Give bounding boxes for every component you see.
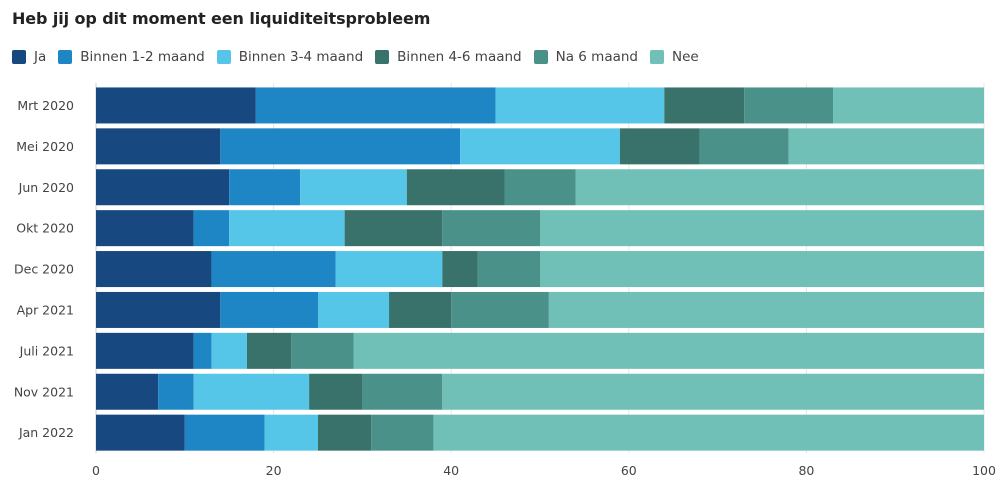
bar-segment[interactable] — [344, 210, 443, 247]
bar-segment[interactable] — [353, 332, 984, 369]
legend-label: Ja — [34, 49, 47, 65]
x-tick-label: 0 — [92, 463, 100, 478]
bar-segment[interactable] — [389, 291, 452, 328]
bar-segment[interactable] — [335, 251, 443, 288]
bar-segment[interactable] — [211, 251, 336, 288]
bar-segment[interactable] — [264, 414, 318, 451]
bar-segment[interactable] — [433, 414, 984, 451]
legend-item[interactable]: Nee — [650, 49, 699, 65]
y-category-label: Mei 2020 — [16, 139, 74, 154]
legend-label: Binnen 3-4 maand — [238, 49, 364, 65]
bar-segment[interactable] — [96, 169, 230, 206]
x-tick-label: 40 — [443, 463, 459, 478]
bar-segment[interactable] — [442, 251, 478, 288]
legend-swatch — [58, 50, 73, 64]
bar-segment[interactable] — [619, 128, 700, 165]
bar-segment[interactable] — [451, 291, 549, 328]
bar-segment[interactable] — [442, 373, 984, 410]
bar-segment[interactable] — [504, 169, 576, 206]
bar-segment[interactable] — [575, 169, 984, 206]
bar-segment[interactable] — [406, 169, 505, 206]
bar-segment[interactable] — [96, 251, 212, 288]
legend-swatch — [12, 50, 26, 64]
bar-segment[interactable] — [477, 251, 540, 288]
y-category-label: Nov 2021 — [14, 384, 74, 399]
y-category-label: Okt 2020 — [16, 221, 74, 236]
bar-segment[interactable] — [318, 291, 390, 328]
legend-item[interactable]: Ja — [12, 49, 46, 65]
bar-segment[interactable] — [220, 291, 318, 328]
legend: Ja Binnen 1-2 maand Binnen 3-4 maand Binnen… — [12, 49, 711, 65]
bar-segment[interactable] — [193, 332, 212, 369]
bar-segment[interactable] — [220, 128, 461, 165]
x-tick-label: 60 — [621, 463, 637, 478]
bar-segment[interactable] — [96, 332, 194, 369]
legend-item[interactable]: Binnen 3-4 maand — [216, 49, 364, 65]
bar-segment[interactable] — [309, 373, 363, 410]
y-category-label: Dec 2020 — [14, 262, 74, 277]
bar-segment[interactable] — [300, 169, 407, 206]
bar-segment[interactable] — [699, 128, 789, 165]
bar-segment[interactable] — [96, 128, 221, 165]
bar-segment[interactable] — [460, 128, 620, 165]
legend-label: Binnen 1-2 maand — [80, 49, 205, 65]
legend-label: Na 6 maand — [555, 49, 638, 65]
bar-segment[interactable] — [96, 291, 221, 328]
bar-segment[interactable] — [664, 87, 745, 124]
chart-title: Heb jij op dit moment een liquiditeitspr… — [12, 9, 431, 28]
y-category-label: Mrt 2020 — [17, 98, 74, 113]
x-tick-label: 80 — [798, 463, 814, 478]
y-category-label: Apr 2021 — [17, 302, 74, 317]
bar-segment[interactable] — [96, 210, 194, 247]
legend-swatch — [650, 50, 664, 64]
bar-segment[interactable] — [371, 414, 434, 451]
legend-swatch — [533, 50, 548, 64]
legend-item[interactable]: Binnen 1-2 maand — [58, 49, 205, 65]
bar-segment[interactable] — [318, 414, 372, 451]
bar-segment[interactable] — [291, 332, 354, 369]
bar-segment[interactable] — [362, 373, 443, 410]
bar-segment[interactable] — [229, 169, 301, 206]
x-tick-label: 20 — [266, 463, 282, 478]
bar-segment[interactable] — [540, 210, 984, 247]
bar-segment[interactable] — [158, 373, 194, 410]
y-category-label: Juli 2021 — [19, 343, 74, 358]
bar-segment[interactable] — [495, 87, 665, 124]
bar-segment[interactable] — [193, 210, 230, 247]
bar-segment[interactable] — [96, 373, 159, 410]
bar-segment[interactable] — [96, 414, 185, 451]
bar-segment[interactable] — [246, 332, 292, 369]
legend-swatch — [216, 50, 231, 64]
bar-segment[interactable] — [540, 251, 984, 288]
legend-label: Binnen 4-6 maand — [397, 49, 522, 65]
bar-segment[interactable] — [548, 291, 984, 328]
legend-item[interactable]: Na 6 maand — [533, 49, 638, 65]
y-category-label: Jan 2022 — [18, 425, 74, 440]
bar-segment[interactable] — [184, 414, 265, 451]
bar-segment[interactable] — [229, 210, 345, 247]
legend-item[interactable]: Binnen 4-6 maand — [375, 49, 522, 65]
bar-segment[interactable] — [788, 128, 984, 165]
bar-segment[interactable] — [255, 87, 496, 124]
bar-segment[interactable] — [193, 373, 310, 410]
legend-swatch — [375, 50, 390, 64]
bar-segment[interactable] — [211, 332, 247, 369]
y-category-label: Jun 2020 — [18, 180, 74, 195]
bar-segment[interactable] — [96, 87, 256, 124]
bar-segment[interactable] — [833, 87, 984, 124]
legend-label: Nee — [672, 49, 699, 65]
bar-segment[interactable] — [744, 87, 834, 124]
x-tick-label: 100 — [972, 463, 996, 478]
bar-segment[interactable] — [442, 210, 540, 247]
